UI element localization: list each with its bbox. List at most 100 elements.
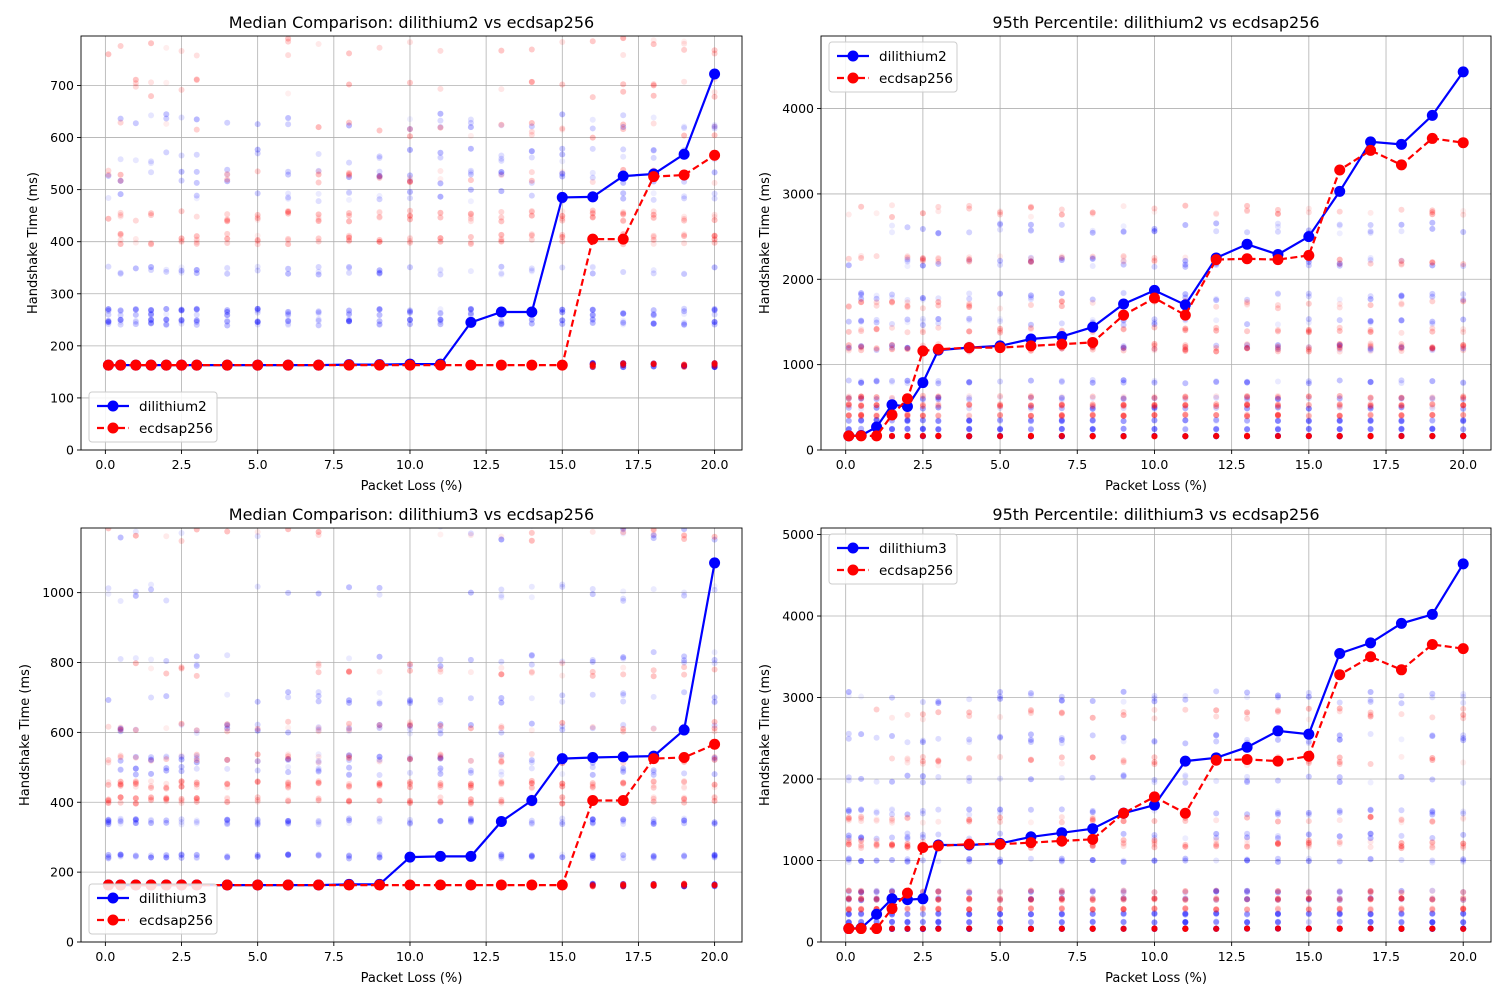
raw-sample-point [132,795,139,802]
raw-sample-point [1244,328,1251,335]
raw-sample-point [904,433,911,440]
raw-sample-point [935,896,942,903]
raw-sample-point [467,757,474,764]
raw-sample-point [528,727,535,734]
raw-sample-point [1182,257,1189,264]
raw-sample-point [1244,411,1251,418]
raw-sample-point [845,906,852,913]
raw-sample-point [1151,905,1158,912]
raw-sample-point [889,379,896,386]
raw-sample-point [1027,258,1034,265]
raw-sample-point [224,691,231,698]
raw-sample-point [966,739,973,746]
raw-sample-point [1429,417,1436,424]
raw-sample-point [346,316,353,323]
raw-sample-point [919,295,926,302]
raw-sample-point [1367,731,1374,738]
raw-sample-point [711,233,718,240]
raw-sample-point [1367,918,1374,925]
raw-sample-point [1274,896,1281,903]
raw-sample-point [1398,905,1405,912]
raw-sample-point [650,270,657,277]
raw-sample-point [285,38,292,45]
raw-sample-point [1182,895,1189,902]
raw-sample-point [163,854,170,861]
raw-sample-point [559,815,566,822]
raw-sample-point [1089,379,1096,386]
raw-sample-point [935,417,942,424]
raw-sample-point [858,203,865,210]
raw-sample-point [1336,911,1343,918]
raw-sample-point [315,780,322,787]
raw-sample-point [1120,345,1127,352]
raw-sample-point [620,528,627,531]
raw-sample-point [997,888,1004,895]
raw-sample-point [1367,918,1374,925]
raw-sample-point [498,586,505,593]
raw-sample-point [1367,347,1374,354]
raw-sample-point [711,852,718,859]
raw-sample-point [711,264,718,271]
raw-sample-point [620,317,627,324]
raw-sample-point [1398,380,1405,387]
raw-sample-point [1244,229,1251,236]
raw-sample-point [1089,857,1096,864]
raw-sample-point [1429,401,1436,408]
raw-sample-point [559,238,566,245]
raw-sample-point [650,320,657,327]
raw-sample-point [285,322,292,329]
raw-sample-point [1151,837,1158,844]
raw-sample-point [1182,325,1189,332]
raw-sample-point [858,290,865,297]
raw-sample-point [589,816,596,823]
raw-sample-point [620,655,627,662]
raw-sample-point [132,726,139,733]
raw-sample-point [873,319,880,326]
raw-sample-point [1274,321,1281,328]
raw-sample-point [528,751,535,758]
raw-sample-point [105,306,112,313]
raw-sample-point [681,852,688,859]
raw-sample-point [935,426,942,433]
raw-sample-point [1336,401,1343,408]
raw-sample-point [406,179,413,186]
raw-sample-point [1120,896,1127,903]
raw-sample-point [1460,417,1467,424]
raw-sample-point [315,728,322,735]
x-tick-label: 12.5 [1218,457,1246,472]
raw-sample-point [1151,906,1158,913]
raw-sample-point [315,851,322,858]
x-tick-label: 7.5 [1067,457,1087,472]
raw-sample-point [997,919,1004,926]
raw-sample-point [1460,402,1467,409]
raw-sample-point [1120,840,1127,847]
axes-frame [80,35,743,451]
series-point-ecdsap256 [434,879,446,891]
raw-sample-point [966,378,973,385]
raw-sample-point [1305,896,1312,903]
raw-sample-point [1336,341,1343,348]
raw-sample-point [285,208,292,215]
raw-sample-point [1398,257,1405,264]
series-point-ecdsap256 [1272,755,1284,767]
raw-sample-point [1460,211,1467,218]
raw-sample-point [148,169,155,176]
raw-sample-point [467,817,474,824]
series-point-ecdsap256 [1056,835,1068,847]
raw-sample-point [105,781,112,788]
raw-sample-point [559,208,566,215]
raw-sample-point [467,145,474,152]
raw-sample-point [845,377,852,384]
raw-sample-point [919,327,926,334]
raw-sample-point [559,660,566,667]
raw-sample-point [997,889,1004,896]
raw-sample-point [1367,713,1374,720]
raw-sample-point [1460,699,1467,706]
raw-sample-point [681,689,688,696]
raw-sample-point [437,235,444,242]
raw-sample-point [589,816,596,823]
raw-sample-point [1120,347,1127,354]
raw-sample-point [1460,341,1467,348]
raw-sample-point [1460,402,1467,409]
raw-sample-point [1244,925,1251,932]
